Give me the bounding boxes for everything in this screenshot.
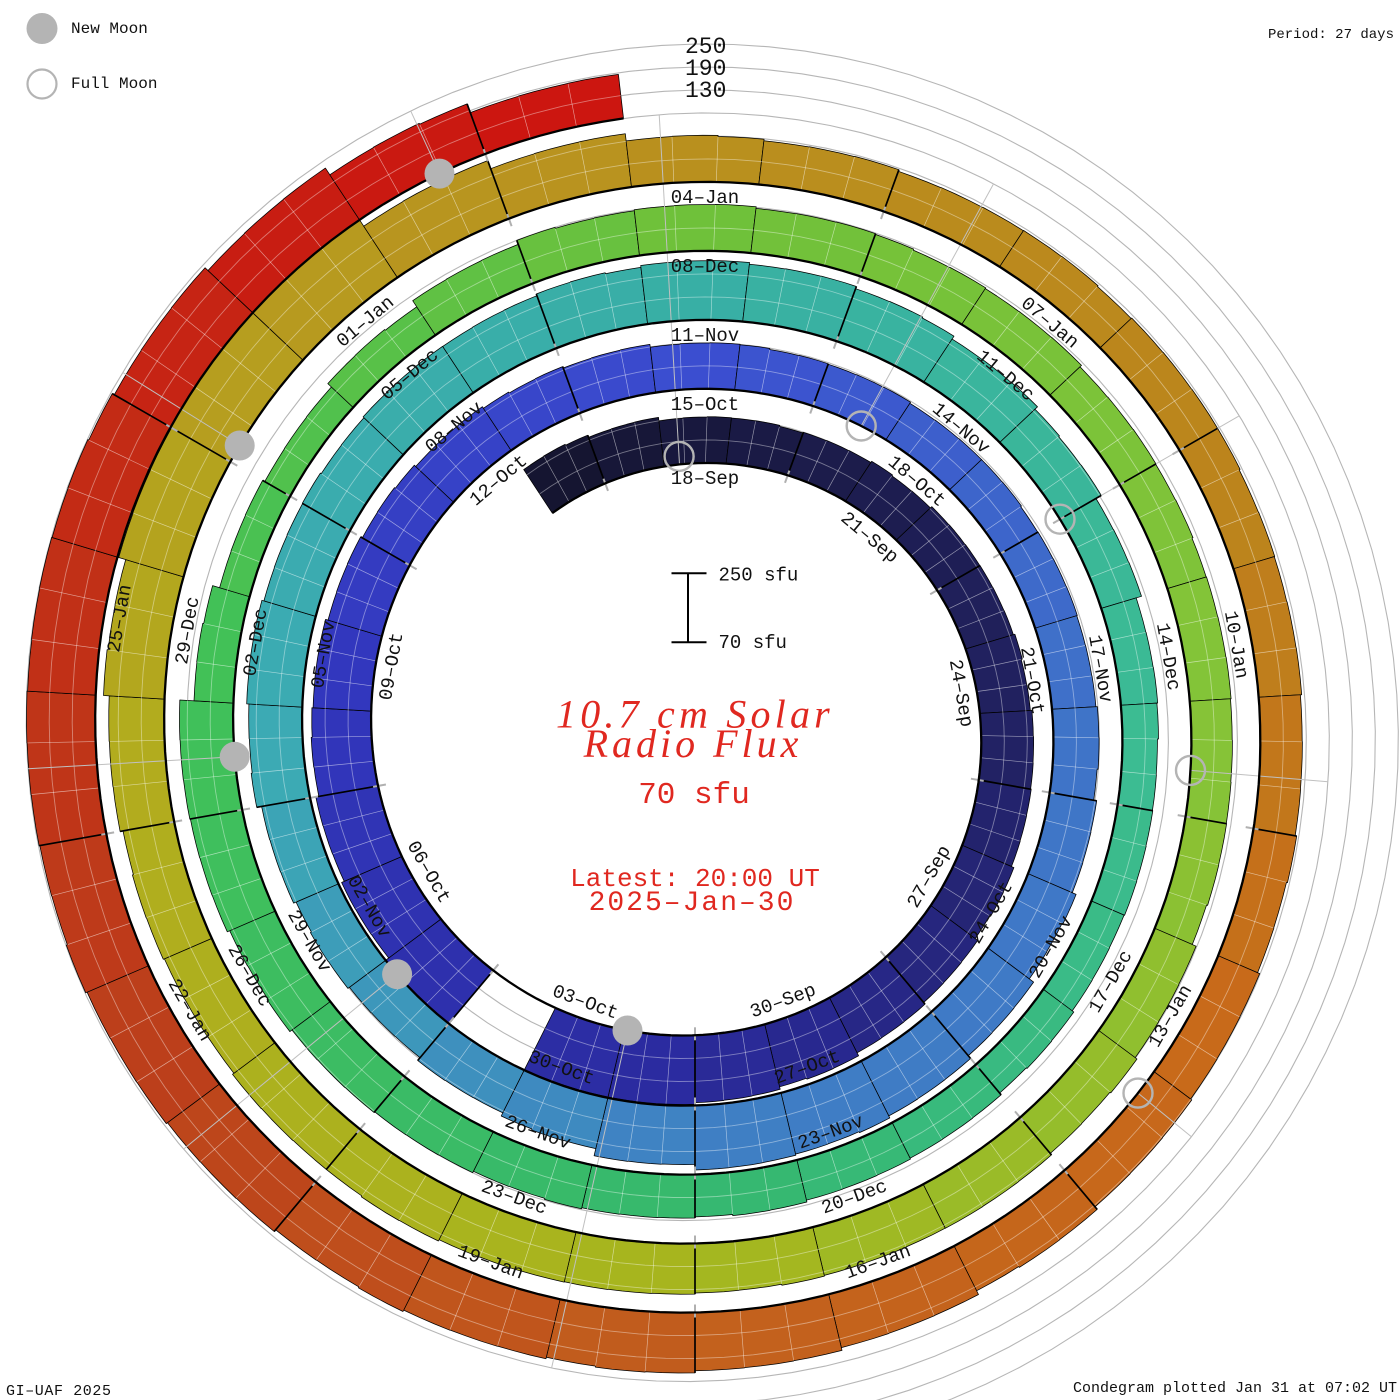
svg-text:18–Sep: 18–Sep xyxy=(671,468,739,490)
svg-text:Period: 27 days: Period: 27 days xyxy=(1268,27,1394,43)
svg-text:Full Moon: Full Moon xyxy=(71,75,157,93)
svg-text:190: 190 xyxy=(685,56,726,82)
svg-text:10.7 cm Solar: 10.7 cm Solar xyxy=(556,692,834,737)
svg-text:70 sfu: 70 sfu xyxy=(719,632,787,654)
svg-text:Condegram plotted Jan 31 at 07: Condegram plotted Jan 31 at 07:02 UT xyxy=(1073,1380,1397,1397)
svg-text:2025–Jan–30: 2025–Jan–30 xyxy=(589,888,796,919)
svg-text:70 sfu: 70 sfu xyxy=(638,778,750,813)
svg-text:New Moon: New Moon xyxy=(71,20,148,38)
svg-text:250: 250 xyxy=(685,34,726,60)
svg-text:11–Nov: 11–Nov xyxy=(671,325,739,347)
svg-text:250 sfu: 250 sfu xyxy=(719,565,799,587)
svg-text:04–Jan: 04–Jan xyxy=(671,187,739,209)
svg-text:GI–UAF 2025: GI–UAF 2025 xyxy=(6,1383,112,1400)
svg-text:130: 130 xyxy=(685,78,726,104)
svg-text:15–Oct: 15–Oct xyxy=(671,394,739,416)
svg-text:08–Dec: 08–Dec xyxy=(671,256,739,278)
svg-text:Latest: 20:00 UT: Latest: 20:00 UT xyxy=(570,864,820,894)
svg-text:Radio Flux: Radio Flux xyxy=(583,721,803,766)
